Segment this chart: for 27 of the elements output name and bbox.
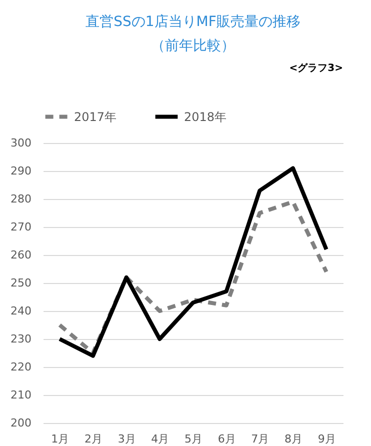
x-tick-label: 1月	[51, 432, 70, 446]
text: <グラフ3>	[289, 62, 343, 74]
y-tick-label: 260	[10, 248, 32, 262]
x-tick-label: 5月	[184, 432, 202, 446]
x-tick-label: 4月	[151, 432, 170, 446]
y-tick-label: 230	[10, 332, 32, 346]
y-tick-label: 200	[10, 416, 32, 430]
y-tick-label: 220	[10, 360, 32, 374]
x-tick-label: 8月	[284, 432, 302, 446]
x-tick-label: 6月	[218, 432, 236, 446]
y-tick-label: 270	[10, 220, 32, 234]
x-tick-label: 3月	[118, 432, 136, 446]
y-tick-label: 300	[10, 136, 32, 150]
legend-label: 2018年	[184, 110, 227, 124]
x-tick-label: 2月	[84, 432, 102, 446]
y-tick-label: 210	[10, 388, 32, 402]
chart-subtitle: （前年比較）	[151, 38, 235, 54]
y-tick-label: 250	[10, 276, 32, 290]
line-series	[58, 166, 328, 358]
y-tick-label: 240	[10, 304, 32, 318]
x-tick-label: 9月	[318, 432, 336, 446]
legend-label: 2017年	[74, 110, 117, 124]
x-tick-label: 7月	[251, 432, 270, 446]
line-series	[58, 200, 328, 355]
chart-title: 直営SSの1店当りMF販売量の推移	[86, 14, 300, 30]
y-tick-label: 280	[10, 192, 32, 206]
y-tick-label: 290	[10, 164, 32, 178]
